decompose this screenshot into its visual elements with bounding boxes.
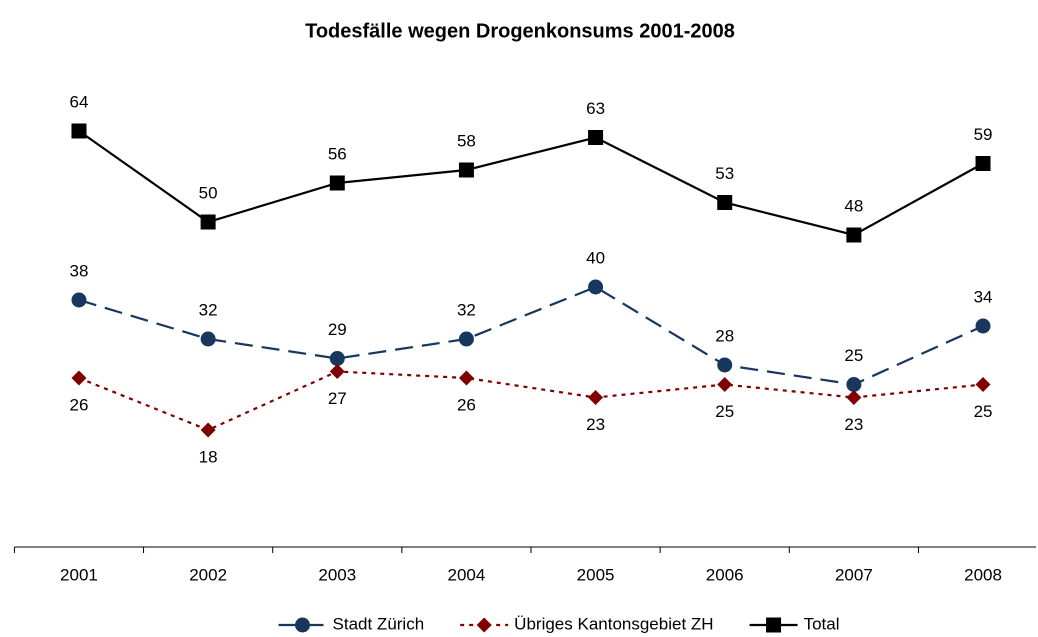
marker [846, 377, 862, 392]
series-line [78, 370, 984, 432]
data-label: 40 [586, 248, 605, 267]
data-label: 26 [457, 395, 476, 414]
data-label: 56 [328, 144, 347, 163]
marker [458, 162, 474, 178]
marker [717, 377, 733, 392]
marker [200, 331, 216, 347]
marker [329, 175, 345, 191]
x-tick-label: 2001 [60, 565, 98, 584]
data-label: 38 [70, 261, 89, 280]
legend-item: Stadt Zürich [278, 614, 425, 633]
data-label: 25 [844, 346, 863, 365]
data-label: 48 [844, 196, 863, 215]
data-label: 59 [974, 125, 993, 144]
chart-title: Todesfälle wegen Drogenkonsums 2001-2008 [305, 20, 735, 42]
marker [476, 617, 492, 633]
data-label: 34 [974, 287, 993, 306]
x-tick-label: 2005 [577, 565, 615, 584]
x-tick-label: 2007 [835, 565, 873, 584]
marker [71, 123, 87, 139]
data-label: 58 [457, 131, 476, 150]
marker [766, 617, 782, 633]
data-label: 25 [715, 402, 734, 421]
x-tick-label: 2006 [706, 565, 744, 584]
data-label: 32 [199, 300, 218, 319]
marker [975, 377, 991, 392]
data-label: 26 [70, 395, 89, 414]
legend-label: Stadt Zürich [333, 614, 425, 633]
marker [975, 318, 991, 334]
legend-item: Total [749, 614, 840, 633]
marker [588, 279, 604, 295]
data-label: 23 [844, 415, 863, 434]
marker [717, 195, 733, 210]
legend-label: Total [804, 614, 840, 633]
data-label: 53 [715, 164, 734, 183]
data-label: 50 [199, 183, 218, 202]
data-label: 29 [328, 320, 347, 339]
marker [200, 422, 216, 438]
marker [975, 156, 991, 171]
data-label: 64 [70, 92, 89, 111]
x-tick-label: 2004 [448, 565, 486, 584]
series-line [78, 130, 984, 237]
marker [717, 357, 733, 373]
marker [329, 351, 345, 366]
x-tick-label: 2008 [964, 565, 1002, 584]
marker [71, 292, 87, 308]
data-label: 25 [974, 402, 993, 421]
marker [295, 617, 311, 633]
data-label: 23 [586, 415, 605, 434]
series-line [78, 285, 984, 386]
data-label: 27 [328, 389, 347, 408]
data-label: 32 [457, 300, 476, 319]
marker [846, 390, 862, 405]
legend-label: Übriges Kantonsgebiet ZH [514, 614, 713, 633]
legend: Stadt Zürich Übriges Kantonsgebiet ZH Tota… [278, 614, 840, 633]
marker [846, 227, 862, 243]
marker [588, 390, 604, 405]
marker [71, 370, 87, 386]
marker [458, 370, 474, 386]
data-label: 18 [199, 447, 218, 466]
legend-item: Übriges Kantonsgebiet ZH [460, 614, 714, 633]
data-label: 28 [715, 326, 734, 345]
marker [329, 364, 345, 379]
x-tick-label: 2003 [318, 565, 356, 584]
data-label: 63 [586, 99, 605, 118]
marker [588, 130, 604, 145]
marker [200, 214, 216, 230]
x-tick-label: 2002 [189, 565, 227, 584]
marker [458, 331, 474, 347]
